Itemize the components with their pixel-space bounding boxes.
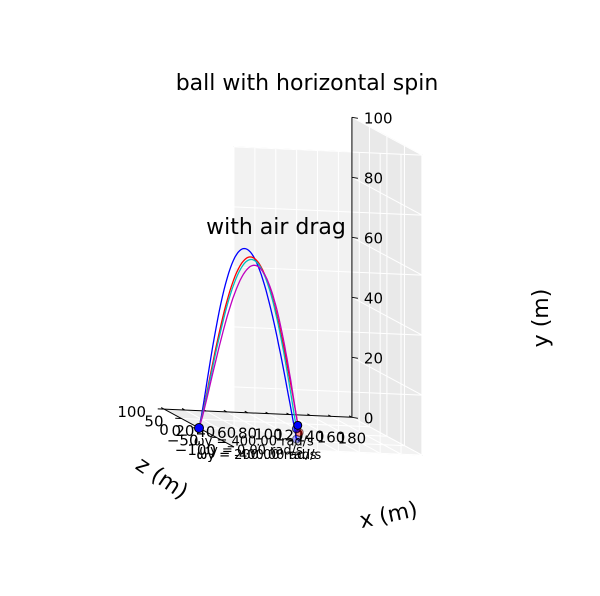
trajectory-line [198, 247, 298, 440]
grid-y-back [233, 266, 422, 276]
x-tick-label: 180 [338, 429, 367, 447]
chart-title: ball with horizontal spin [176, 71, 439, 96]
z-tick-label: −100 [175, 441, 216, 459]
x-tick-label: 160 [317, 428, 346, 446]
series-label: ωy = 0.00 rad/s [199, 443, 303, 458]
series-label: ωy = 400.00 rad/s [194, 434, 314, 449]
x-tick-mark [265, 411, 269, 415]
x-tick-label: 60 [217, 424, 236, 442]
y-tick-mark [351, 296, 359, 299]
start-marker [194, 423, 204, 433]
y-tick-label: 0 [364, 409, 374, 427]
chart-annotation: with air drag [206, 215, 346, 240]
y-tick-mark [351, 116, 359, 119]
x-axis-line [163, 408, 352, 418]
grid-z-floor [216, 436, 405, 447]
series-labels: ωy = -400.00 rad/sωy = 0.00 rad/sωy = 20… [194, 434, 322, 463]
grid-y-back [233, 326, 422, 336]
x-tick-mark [223, 409, 227, 413]
trajectory-line [198, 258, 298, 429]
grid-y-back [233, 146, 422, 156]
x-tick-label: 80 [238, 425, 257, 443]
grid-z-floor [198, 427, 387, 437]
x-tick-label: 20 [175, 422, 194, 440]
grid-z-floor [181, 418, 370, 428]
grid-lines [163, 116, 423, 456]
grid-y-back [233, 206, 422, 216]
x-tick-mark [348, 415, 353, 418]
y-tick-label: 20 [364, 349, 383, 367]
x-tick-mark [286, 412, 290, 416]
x-tick-mark [181, 408, 186, 411]
grid-y-back [233, 386, 422, 396]
end-marker [293, 420, 303, 430]
z-tick-label: 50 [144, 413, 163, 431]
trajectory-lines [198, 247, 300, 440]
y-tick-mark [351, 416, 359, 419]
z-tick-label: −50 [167, 431, 199, 449]
x-tick-mark [307, 413, 311, 416]
z-tick-label: 0 [171, 422, 181, 440]
y-tick-label: 60 [364, 229, 383, 247]
y-tick-mark [351, 176, 359, 179]
z-axis-label: z (m) [131, 452, 192, 505]
trajectory-line [198, 256, 300, 433]
y-tick-mark [351, 236, 359, 239]
z-tick-label: 100 [117, 403, 146, 421]
x-tick-mark [244, 410, 248, 414]
x-tick-label: 100 [254, 426, 283, 444]
x-tick-label: 0 [159, 421, 169, 439]
tick-labels: 0 20 40 60 80100120140160180020406080100−100… [117, 109, 392, 459]
y-tick-label: 40 [364, 289, 383, 307]
x-axis-label: x (m) [357, 497, 420, 534]
y-axis-label: y (m) [529, 289, 554, 348]
y-tick-label: 100 [364, 109, 393, 127]
endpoint-markers [194, 420, 304, 444]
series-label: ωy = 200.00 rad/s [196, 448, 316, 463]
series-label: ωy = -400.00 rad/s [197, 448, 322, 463]
grid-z-floor [233, 446, 422, 456]
y-tick-label: 80 [364, 169, 383, 187]
trajectory-line [198, 264, 299, 429]
y-tick-mark [351, 356, 359, 359]
x-tick-mark [328, 414, 332, 417]
